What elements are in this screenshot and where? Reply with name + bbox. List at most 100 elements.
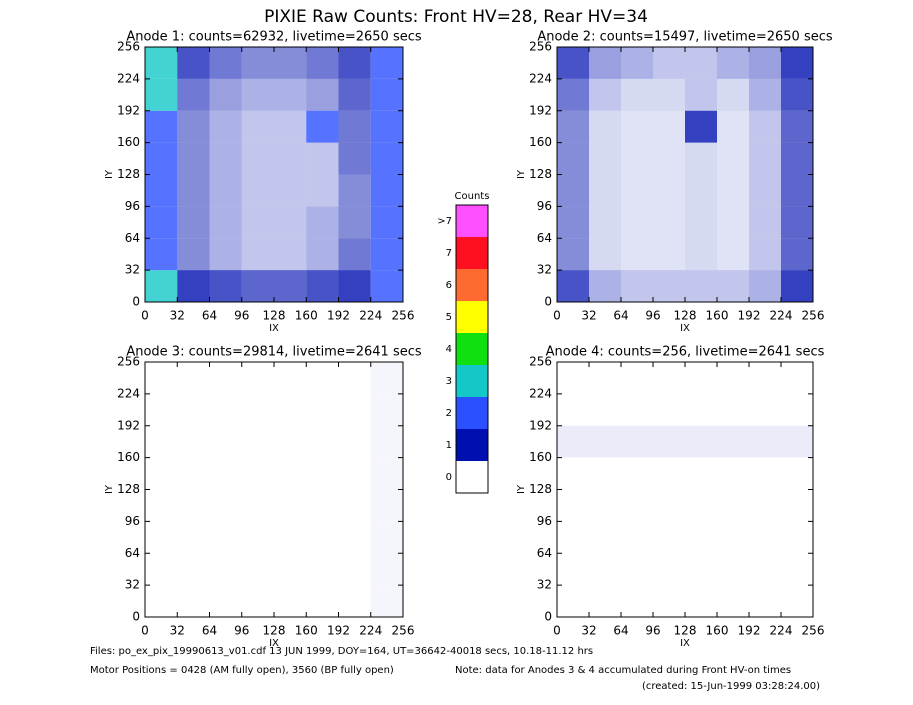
heat-cell: [145, 174, 178, 207]
heat-cell: [145, 238, 178, 271]
heat-cell: [242, 426, 274, 458]
y-tick-label: 96: [537, 199, 552, 213]
heat-cell: [749, 553, 781, 585]
heat-cell: [145, 78, 178, 111]
heat-cell: [685, 425, 717, 458]
x-tick-label: 224: [359, 624, 382, 638]
x-tick-label: 32: [170, 624, 185, 638]
heat-cell: [589, 394, 621, 426]
x-tick-label: 32: [581, 624, 596, 638]
heat-cell: [557, 490, 589, 522]
heat-cell: [306, 490, 338, 522]
heat-cell: [781, 553, 813, 585]
y-axis-label: IY: [104, 484, 115, 494]
x-tick-label: 32: [170, 309, 185, 323]
y-tick-label: 32: [125, 578, 140, 592]
x-tick-label: 256: [802, 624, 825, 638]
heat-cell: [274, 270, 307, 302]
heat-cell: [242, 585, 274, 617]
heat-cell: [781, 490, 813, 522]
heat-cell: [653, 142, 685, 175]
x-tick-label: 160: [295, 624, 318, 638]
heat-cell: [653, 394, 685, 426]
heat-cell: [781, 362, 813, 394]
heat-cell: [717, 270, 749, 302]
heat-cell: [685, 206, 717, 239]
heat-cell: [177, 458, 209, 490]
heat-cell: [338, 174, 371, 207]
heat-cell: [653, 78, 685, 111]
y-tick-label: 128: [529, 167, 552, 181]
colorbar-label: >7: [437, 216, 452, 227]
x-tick-label: 256: [802, 309, 825, 323]
heat-cell: [653, 458, 685, 490]
heat-cell: [685, 521, 717, 553]
x-axis-label: IX: [269, 323, 279, 334]
heat-cell: [717, 490, 749, 522]
panel-title: Anode 4: counts=256, livetime=2641 secs: [546, 345, 825, 360]
main-title: PIXIE Raw Counts: Front HV=28, Rear HV=3…: [264, 7, 648, 27]
colorbar-box: [456, 301, 488, 333]
y-axis-label: IY: [516, 169, 527, 179]
heat-cell: [339, 362, 371, 394]
y-tick-label: 128: [117, 167, 140, 181]
x-tick-label: 0: [141, 309, 149, 323]
x-tick-label: 192: [327, 624, 350, 638]
heat-cell: [210, 553, 242, 585]
colorbar-label: 3: [446, 376, 452, 387]
y-tick-label: 256: [529, 40, 552, 54]
y-axis-label: IY: [104, 169, 115, 179]
colorbar-box: [456, 429, 488, 461]
y-tick-label: 32: [537, 263, 552, 277]
y-tick-label: 224: [529, 71, 552, 85]
heat-cell: [781, 47, 813, 79]
heat-cell: [781, 394, 813, 426]
heat-cell: [557, 142, 589, 175]
x-tick-label: 0: [553, 309, 561, 323]
heat-cell: [177, 47, 210, 79]
heat-cell: [210, 490, 242, 522]
heat-cell: [589, 110, 621, 143]
heat-cell: [306, 270, 339, 302]
heat-cell: [749, 425, 781, 458]
colorbar-title: Counts: [455, 191, 490, 202]
heat-cell: [274, 426, 306, 458]
heat-cell: [145, 362, 177, 394]
heat-cell: [653, 110, 685, 143]
heat-cell: [685, 458, 717, 490]
heat-cell: [339, 521, 371, 553]
y-tick-label: 0: [132, 295, 140, 309]
heat-cell: [589, 238, 621, 271]
heat-cell: [177, 110, 210, 143]
heat-cell: [306, 47, 339, 79]
heat-cell: [370, 362, 403, 394]
heat-cell: [242, 394, 274, 426]
heat-cell: [589, 362, 621, 394]
heat-cell: [685, 394, 717, 426]
heat-cell: [177, 553, 209, 585]
y-tick-label: 256: [117, 40, 140, 54]
y-tick-label: 256: [117, 355, 140, 369]
y-axis-label: IY: [516, 484, 527, 494]
y-tick-label: 160: [117, 135, 140, 149]
heat-cell: [145, 426, 177, 458]
heat-cell: [621, 458, 653, 490]
heat-cell: [717, 394, 749, 426]
heat-cell: [653, 425, 685, 458]
y-tick-label: 96: [125, 199, 140, 213]
heat-cell: [210, 458, 242, 490]
heat-cell: [306, 585, 338, 617]
heat-cell: [557, 362, 589, 394]
heat-cell: [589, 425, 621, 458]
colorbar-box: [456, 237, 488, 269]
heat-cell: [781, 238, 813, 271]
colorbar-box: [456, 397, 488, 429]
x-tick-label: 96: [234, 309, 249, 323]
heat-cell: [717, 458, 749, 490]
heat-cell: [557, 394, 589, 426]
x-tick-label: 160: [706, 624, 729, 638]
y-tick-label: 224: [529, 386, 552, 400]
footer-motor: Motor Positions = 0428 (AM fully open), …: [90, 665, 394, 676]
heat-cell: [621, 110, 653, 143]
heat-cell: [370, 47, 403, 79]
